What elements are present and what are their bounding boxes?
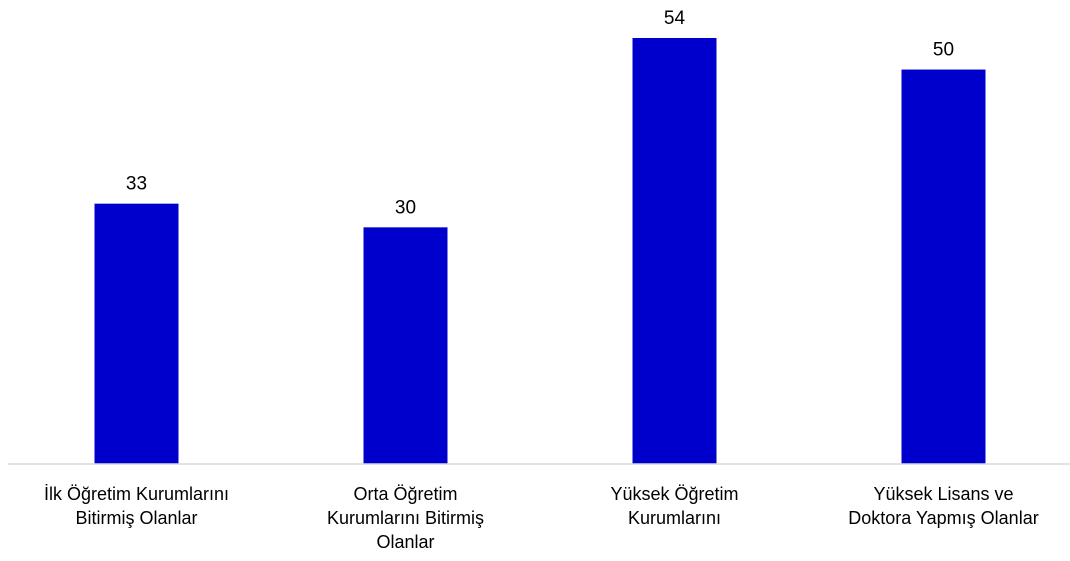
data-label: 33 [126,174,147,195]
data-label: 50 [933,40,954,61]
data-label: 54 [664,8,686,29]
x-tick-label: İlk Öğretim Kurumlarını Bitirmiş Olanlar [43,484,230,528]
x-tick-label: Yüksek Lisans ve Doktora Yapmış Olanlar [848,484,1039,528]
x-tick-label: Yüksek Öğretim Kurumlarını [610,484,739,528]
bar [94,203,179,464]
bar [632,38,717,464]
bar [363,227,448,464]
x-tick-label: Orta Öğretim Kurumlarını Bitirmiş Olanla… [326,484,485,552]
data-label: 30 [395,197,416,218]
bar [901,69,986,465]
